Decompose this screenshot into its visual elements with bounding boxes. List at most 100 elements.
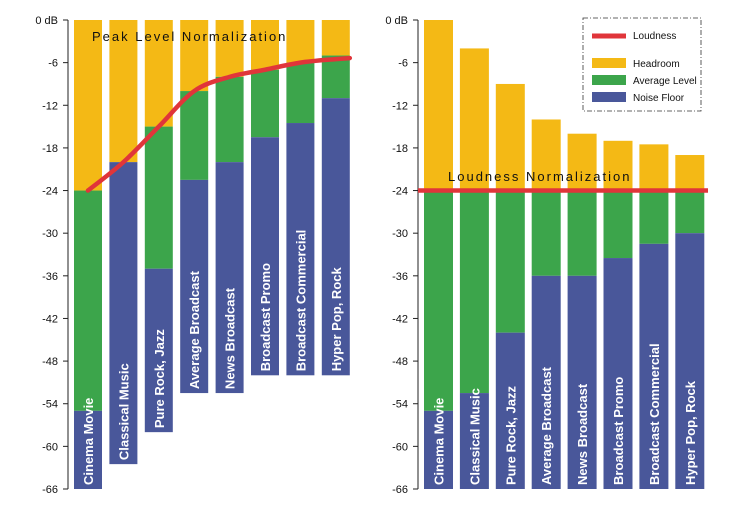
right-tick-label-0: 0 dB bbox=[385, 15, 408, 27]
loudness-normalization-chart: Cinema Movie Classical Music Pure Rock, Ja… bbox=[385, 15, 708, 496]
left-bar-3-average bbox=[180, 91, 209, 180]
right-bar-6-noise bbox=[639, 243, 669, 489]
right-tick-label-6: -36 bbox=[392, 271, 408, 283]
right-category-label-7: Hyper Pop, Rock bbox=[683, 380, 698, 485]
legend-average-swatch bbox=[592, 75, 626, 85]
left-tick-label-3: -18 bbox=[42, 143, 58, 155]
left-bar-3-noise bbox=[180, 179, 209, 394]
right-bar-1-noise bbox=[459, 393, 489, 489]
left-bar-6-noise bbox=[286, 123, 315, 376]
peak-normalization-chart: Cinema Movie Classical Music Pure Rock, Ja… bbox=[35, 15, 353, 496]
right-tick-label-11: -66 bbox=[392, 484, 408, 496]
right-bar-3-headroom bbox=[531, 119, 561, 191]
left-bar-2-average bbox=[144, 126, 173, 269]
left-tick-label-8: -48 bbox=[42, 356, 58, 368]
right-category-label-2: Pure Rock, Jazz bbox=[503, 386, 518, 485]
right-bar-6-average bbox=[639, 190, 669, 244]
left-tick-label-5: -30 bbox=[42, 228, 58, 240]
right-category-label-4: News Broadcast bbox=[575, 383, 590, 485]
right-tick-label-4: -24 bbox=[392, 186, 408, 198]
legend-headroom-label: Headroom bbox=[633, 59, 680, 70]
right-tick-label-2: -12 bbox=[392, 100, 408, 112]
right-chart-title: Loudness Normalization bbox=[448, 169, 631, 184]
left-category-label-4: News Broadcast bbox=[223, 287, 238, 389]
right-bar-0-noise bbox=[424, 410, 453, 489]
right-category-label-0: Cinema Movie bbox=[432, 398, 447, 485]
left-category-label-6: Broadcast Commercial bbox=[293, 230, 308, 372]
right-bar-3-noise bbox=[531, 275, 561, 489]
right-tick-label-8: -48 bbox=[392, 356, 408, 368]
left-tick-label-7: -42 bbox=[42, 313, 58, 325]
right-bar-2-headroom bbox=[495, 83, 525, 191]
legend-headroom-swatch bbox=[592, 58, 626, 68]
left-tick-label-11: -66 bbox=[42, 484, 58, 496]
left-bar-3-headroom bbox=[180, 20, 209, 92]
right-category-label-1: Classical Music bbox=[467, 388, 482, 485]
right-bar-2-average bbox=[495, 190, 525, 333]
left-bar-5-noise bbox=[251, 137, 279, 376]
left-bar-0-headroom bbox=[74, 20, 102, 191]
left-bar-5-headroom bbox=[251, 20, 279, 70]
right-bar-1-headroom bbox=[459, 48, 489, 191]
right-tick-label-3: -18 bbox=[392, 143, 408, 155]
right-category-label-3: Average Broadcast bbox=[539, 366, 554, 485]
right-tick-label-10: -60 bbox=[392, 441, 408, 453]
left-bar-1-headroom bbox=[109, 20, 138, 163]
left-bar-7-headroom bbox=[321, 20, 350, 56]
right-bar-1-average bbox=[459, 190, 489, 394]
left-bar-0-noise bbox=[74, 410, 102, 489]
left-bar-0-average bbox=[74, 190, 102, 411]
right-bar-7-headroom bbox=[675, 155, 705, 191]
right-bar-0-average bbox=[424, 190, 453, 411]
left-bar-2-noise bbox=[144, 268, 173, 433]
right-tick-label-1: -6 bbox=[398, 58, 408, 70]
right-category-label-5: Broadcast Promo bbox=[611, 377, 626, 485]
right-bar-5-headroom bbox=[603, 140, 633, 191]
right-bar-6-headroom bbox=[639, 144, 669, 191]
left-category-label-2: Pure Rock, Jazz bbox=[152, 329, 167, 428]
left-tick-label-2: -12 bbox=[42, 100, 58, 112]
right-bar-4-average bbox=[567, 190, 597, 276]
right-bar-7-noise bbox=[675, 233, 705, 489]
right-bar-2-noise bbox=[495, 332, 525, 489]
left-category-label-5: Broadcast Promo bbox=[258, 263, 273, 371]
loudness-curve bbox=[85, 55, 353, 193]
left-tick-label-1: -6 bbox=[48, 58, 58, 70]
right-bar-3-average bbox=[531, 190, 561, 276]
left-tick-label-9: -54 bbox=[42, 399, 58, 411]
left-bar-5-average bbox=[251, 69, 279, 138]
right-bar-5-average bbox=[603, 190, 633, 259]
right-tick-label-5: -30 bbox=[392, 228, 408, 240]
left-bar-1-noise bbox=[109, 162, 138, 465]
right-tick-label-9: -54 bbox=[392, 399, 408, 411]
left-bar-7-noise bbox=[321, 98, 350, 376]
right-tick-label-7: -42 bbox=[392, 313, 408, 325]
left-chart-title: Peak Level Normalization bbox=[92, 29, 287, 44]
left-tick-label-10: -60 bbox=[42, 441, 58, 453]
left-category-label-3: Average Broadcast bbox=[187, 270, 202, 389]
legend-average-label: Average Level bbox=[633, 76, 697, 87]
left-category-label-0: Cinema Movie bbox=[81, 398, 96, 485]
left-bar-6-headroom bbox=[286, 20, 315, 63]
right-bar-4-noise bbox=[567, 275, 597, 489]
legend-noise-label: Noise Floor bbox=[633, 93, 685, 104]
legend-loudness-label: Loudness bbox=[633, 31, 676, 42]
left-category-label-7: Hyper Pop, Rock bbox=[329, 267, 344, 372]
left-bar-4-noise bbox=[215, 162, 244, 394]
left-bar-4-headroom bbox=[215, 20, 244, 77]
right-category-label-6: Broadcast Commercial bbox=[647, 343, 662, 485]
left-tick-label-6: -36 bbox=[42, 271, 58, 283]
legend-noise-swatch bbox=[592, 92, 626, 102]
left-bar-2-headroom bbox=[144, 20, 173, 127]
right-bar-5-noise bbox=[603, 258, 633, 489]
left-category-label-1: Classical Music bbox=[116, 363, 131, 460]
legend: Loudness Headroom Average Level Noise Fl… bbox=[582, 17, 702, 112]
left-bar-6-average bbox=[286, 62, 315, 124]
left-tick-label-0: 0 dB bbox=[35, 15, 58, 27]
right-bar-7-average bbox=[675, 190, 705, 234]
right-bar-0-headroom bbox=[424, 20, 453, 191]
left-bar-4-average bbox=[215, 76, 244, 163]
left-bar-7-average bbox=[321, 55, 350, 99]
left-tick-label-4: -24 bbox=[42, 186, 58, 198]
